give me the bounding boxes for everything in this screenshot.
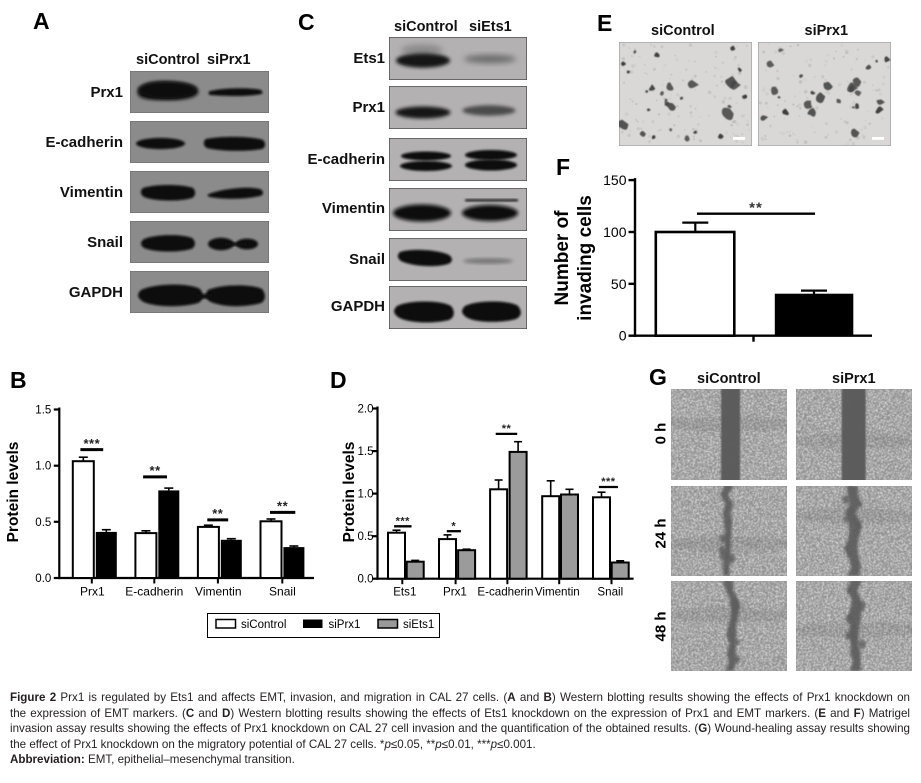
svg-text:Snail: Snail — [269, 585, 296, 599]
svg-text:50: 50 — [611, 276, 627, 292]
svg-text:**: ** — [277, 499, 289, 514]
svg-text:1.5: 1.5 — [35, 405, 51, 417]
svg-text:E-cadherin: E-cadherin — [477, 586, 533, 599]
svg-text:**: ** — [502, 423, 512, 435]
svg-text:***: *** — [83, 436, 100, 451]
svg-text:siEts1: siEts1 — [403, 619, 434, 631]
svg-text:**: ** — [212, 506, 224, 521]
svg-text:Prx1: Prx1 — [443, 586, 467, 599]
svg-text:siControl: siControl — [241, 619, 286, 631]
svg-text:Prx1: Prx1 — [80, 585, 105, 599]
svg-text:0.0: 0.0 — [35, 573, 51, 585]
svg-text:0.0: 0.0 — [358, 574, 374, 586]
svg-text:**: ** — [749, 200, 763, 217]
svg-text:1.5: 1.5 — [358, 446, 374, 458]
svg-text:0.5: 0.5 — [35, 517, 51, 529]
svg-text:0.5: 0.5 — [358, 531, 374, 543]
svg-text:Vimentin: Vimentin — [535, 586, 580, 599]
svg-text:**: ** — [150, 463, 162, 478]
svg-text:Snail: Snail — [597, 586, 623, 599]
svg-text:2.0: 2.0 — [358, 404, 374, 416]
svg-text:***: *** — [601, 476, 616, 488]
svg-text:100: 100 — [603, 224, 627, 240]
svg-text:E-cadherin: E-cadherin — [125, 585, 183, 599]
svg-text:1.0: 1.0 — [35, 461, 51, 473]
svg-text:1.0: 1.0 — [358, 489, 374, 501]
svg-text:*: * — [451, 520, 456, 532]
svg-text:Ets1: Ets1 — [393, 586, 416, 599]
svg-text:Vimentin: Vimentin — [195, 585, 241, 599]
svg-text:siPrx1: siPrx1 — [329, 619, 361, 631]
svg-text:0: 0 — [619, 328, 627, 344]
svg-text:***: *** — [396, 516, 411, 528]
svg-text:150: 150 — [603, 172, 627, 188]
